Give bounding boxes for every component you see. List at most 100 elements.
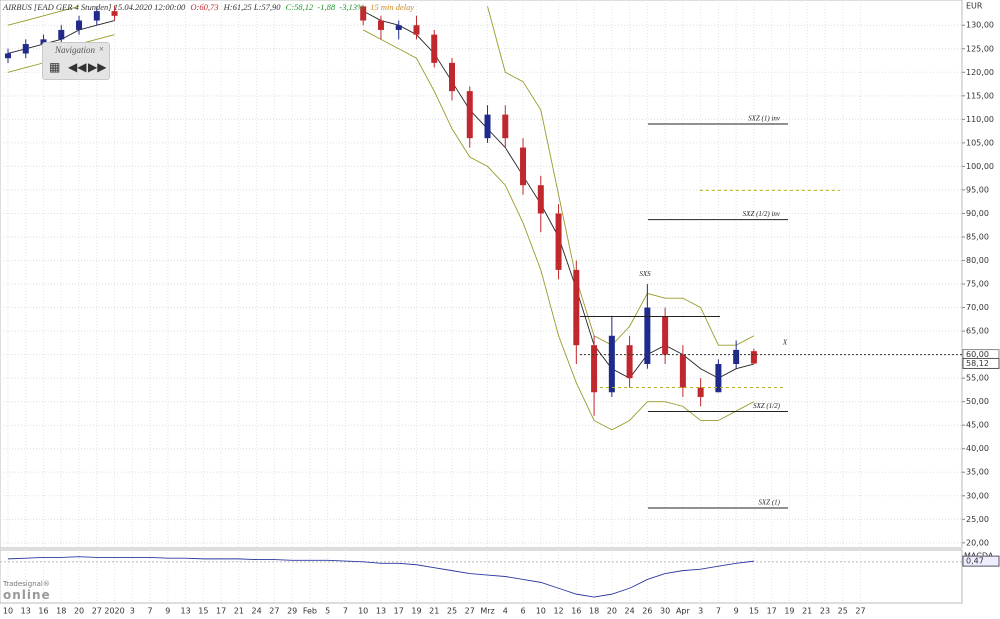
macd-area bbox=[0, 549, 963, 604]
x-tick-label: 15 bbox=[198, 607, 208, 616]
candle-body bbox=[608, 335, 615, 393]
x-tick-label: 20 bbox=[74, 607, 84, 616]
candle-body bbox=[76, 20, 83, 30]
macd-last: 0,47 bbox=[966, 557, 984, 566]
macd-last-box bbox=[962, 555, 1000, 567]
candle-body bbox=[733, 349, 740, 365]
y-tick-label: 20,00 bbox=[966, 538, 989, 547]
level-label: SXZ (1) bbox=[758, 499, 780, 507]
y-tick-label: 25,00 bbox=[966, 515, 989, 524]
x-tick-label: Feb bbox=[303, 607, 317, 616]
x-tick-label: 21 bbox=[234, 607, 244, 616]
x-tick-label: 12 bbox=[553, 607, 563, 616]
y-tick-label: 50,00 bbox=[966, 397, 989, 406]
x-tick-label: 27 bbox=[855, 607, 865, 616]
candle-body bbox=[5, 53, 11, 59]
logo: Tradesignal® online bbox=[3, 580, 51, 602]
candle-body bbox=[431, 34, 438, 63]
candle-body bbox=[111, 11, 118, 16]
x-tick-label: 21 bbox=[429, 607, 439, 616]
annotation: SXS bbox=[639, 270, 651, 278]
x-tick-label: 16 bbox=[38, 607, 48, 616]
x-tick-label: 18 bbox=[56, 607, 66, 616]
y-tick-label: 80,00 bbox=[966, 256, 989, 265]
logo-small: Tradesignal® bbox=[3, 580, 50, 588]
candle-body bbox=[449, 62, 455, 92]
y-tick-label: 40,00 bbox=[966, 444, 989, 453]
back-button[interactable]: ◀◀ bbox=[68, 60, 87, 74]
x-tick-label: 30 bbox=[660, 607, 670, 616]
macd-line bbox=[7, 556, 754, 598]
band-line bbox=[7, 5, 755, 346]
candle-body bbox=[591, 345, 598, 393]
y-tick-label: 110,00 bbox=[966, 115, 994, 124]
level-tag: 60,00 bbox=[966, 350, 989, 359]
y-tick-label: 85,00 bbox=[966, 232, 989, 241]
candle-body bbox=[93, 11, 100, 21]
x-tick-label: Apr bbox=[676, 607, 691, 616]
x-tick-label: 27 bbox=[92, 607, 102, 616]
header: AIRBUS [EAD GER 4 Stunden] 15.04.2020 12… bbox=[2, 2, 414, 12]
candle-body bbox=[502, 114, 509, 139]
candle-body bbox=[662, 316, 669, 355]
x-tick-label: 13 bbox=[181, 607, 191, 616]
currency: EUR bbox=[966, 2, 983, 11]
level-label: SXZ (1) inv bbox=[748, 115, 781, 123]
navigation-panel: Navigation × ▦ ◀◀ ▶▶ bbox=[42, 42, 110, 80]
low: L:57,90 bbox=[253, 2, 281, 12]
x-tick-label: 17 bbox=[394, 607, 404, 616]
candle-body bbox=[58, 29, 65, 40]
x-tick-label: 9 bbox=[734, 607, 739, 616]
x-tick-label: 27 bbox=[269, 607, 279, 616]
candle-body bbox=[750, 351, 757, 364]
x-tick-label: 23 bbox=[820, 607, 830, 616]
x-tick-label: 13 bbox=[376, 607, 386, 616]
y-tick-label: 30,00 bbox=[966, 491, 989, 500]
x-tick-label: 17 bbox=[216, 607, 226, 616]
level-label: SXZ (1/2) bbox=[753, 402, 781, 410]
x-tick-label: 27 bbox=[465, 607, 475, 616]
candle-body bbox=[555, 213, 562, 270]
y-tick-label: 115,00 bbox=[966, 91, 994, 100]
x-tick-label: 29 bbox=[287, 607, 297, 616]
x-tick-label: 25 bbox=[447, 607, 457, 616]
x-tick-label: 25 bbox=[838, 607, 848, 616]
x-tick-label: 7 bbox=[716, 607, 721, 616]
y-tick-label: 45,00 bbox=[966, 421, 989, 430]
candle-body bbox=[520, 147, 527, 186]
y-tick-label: 100,00 bbox=[966, 162, 994, 171]
x-tick-label: 7 bbox=[343, 607, 348, 616]
x-tick-label: 20 bbox=[607, 607, 617, 616]
candle-body bbox=[360, 6, 367, 21]
grid-button[interactable]: ▦ bbox=[49, 60, 61, 74]
y-tick-label: 105,00 bbox=[966, 138, 994, 147]
x-tick-label: 5 bbox=[325, 607, 330, 616]
title: AIRBUS [EAD GER 4 Stunden] 15.04.2020 12… bbox=[2, 2, 186, 12]
candle-body bbox=[679, 354, 686, 388]
grid bbox=[0, 0, 965, 603]
forward-button[interactable]: ▶▶ bbox=[88, 60, 107, 74]
delay: 15 min delay bbox=[370, 2, 414, 12]
open: O:60,73 bbox=[190, 2, 218, 12]
x-tick-label: 17 bbox=[767, 607, 777, 616]
y-tick-label: 120,00 bbox=[966, 68, 994, 77]
level-label: SXZ (1/2) inv bbox=[743, 210, 781, 218]
x-tick-label: 10 bbox=[536, 607, 546, 616]
y-tick-label: 75,00 bbox=[966, 280, 989, 289]
x-tick-label: 13 bbox=[21, 607, 31, 616]
x-tick-label: 4 bbox=[503, 607, 508, 616]
candle-body bbox=[413, 25, 420, 35]
change-pct: -3,13% bbox=[339, 2, 364, 12]
x-tick-label: 21 bbox=[802, 607, 812, 616]
y-tick-label: 125,00 bbox=[966, 44, 994, 53]
high: H:61,25 bbox=[223, 2, 252, 12]
last-price-box bbox=[962, 357, 1000, 369]
annotation: X bbox=[782, 338, 788, 346]
y-tick-label: 55,00 bbox=[966, 374, 989, 383]
x-tick-label: 26 bbox=[642, 607, 652, 616]
x-tick-label: 16 bbox=[571, 607, 581, 616]
y-tick-label: 65,00 bbox=[966, 327, 989, 336]
close-button[interactable]: × bbox=[98, 44, 104, 54]
change: -1,88 bbox=[317, 2, 335, 12]
